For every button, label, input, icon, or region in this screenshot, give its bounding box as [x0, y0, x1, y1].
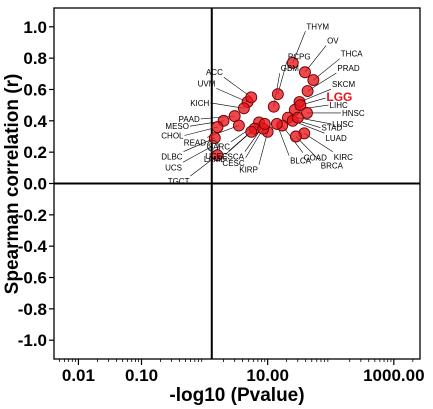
y-tick-label: 1.0: [23, 18, 47, 37]
y-tick-label: 0.4: [23, 112, 47, 131]
data-point: [246, 126, 257, 137]
data-point-label: UCS: [165, 163, 182, 172]
data-point-label: OV: [327, 37, 339, 46]
y-tick-label: 0.2: [23, 143, 47, 162]
data-point-label: PRAD: [337, 64, 359, 73]
data-point: [302, 86, 313, 97]
data-point-label: THCA: [341, 50, 363, 59]
x-tick-label: 0.01: [62, 366, 95, 385]
data-point: [299, 67, 310, 78]
data-point: [268, 101, 279, 112]
data-point: [212, 122, 223, 133]
y-tick-label: 0.6: [23, 80, 47, 99]
y-tick-label: 0.0: [23, 175, 47, 194]
data-point: [308, 75, 319, 86]
data-point-label: ESCA: [222, 153, 244, 162]
data-point-label: BRCA: [321, 162, 344, 171]
data-point-label: ACC: [206, 68, 223, 77]
data-point-label: SARC: [208, 143, 230, 152]
y-tick-label: 0.8: [23, 49, 47, 68]
data-point: [290, 131, 301, 142]
x-tick-label: 0.10: [125, 366, 158, 385]
data-point: [259, 118, 270, 129]
x-tick-label: 1000.00: [363, 366, 424, 385]
data-point: [233, 120, 244, 131]
data-point-label: READ: [184, 138, 206, 147]
y-axis-title: Spearman correlation (r): [2, 74, 23, 295]
data-point-label: THYM: [306, 22, 329, 31]
data-point-label: UVM: [198, 79, 216, 88]
data-point-label: DLBC: [161, 153, 183, 162]
data-point-label: BLCA: [290, 157, 312, 166]
data-point-label: LUAD: [325, 134, 347, 143]
data-point-label: KICH: [190, 99, 209, 108]
data-point: [271, 118, 282, 129]
grid-layer: [54, 8, 420, 359]
data-point-label: LUSC: [332, 120, 354, 129]
y-tick-label: -0.8: [18, 300, 47, 319]
data-point: [272, 89, 283, 100]
data-point-label: SKCM: [332, 80, 355, 89]
data-point-label: MESO: [165, 122, 189, 131]
data-point-label: KIRC: [334, 153, 353, 162]
data-point-label: LGG: [326, 90, 352, 104]
x-tick-label: 10.00: [246, 366, 289, 385]
data-point: [246, 92, 257, 103]
data-point-label: HNSC: [342, 109, 365, 118]
x-axis-title: -log10 (Pvalue): [169, 385, 304, 406]
data-point-label: CHOL: [161, 132, 184, 141]
data-point-label: TGCT: [168, 177, 190, 186]
y-tick-label: -1.0: [18, 331, 47, 350]
data-point: [238, 103, 249, 114]
data-point: [292, 112, 303, 123]
data-point-label: GBM: [281, 64, 300, 73]
data-point-label: PCPG: [288, 52, 311, 61]
